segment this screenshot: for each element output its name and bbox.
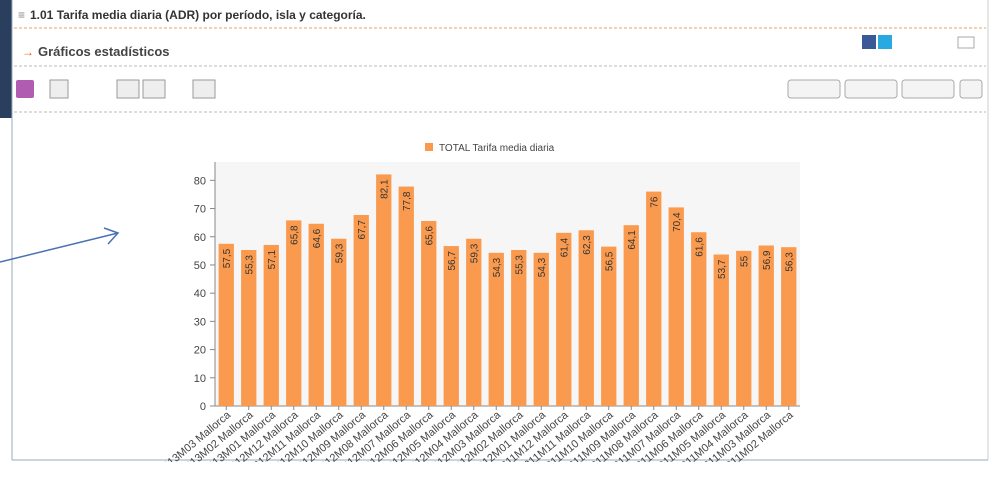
chart: 0 10 20 30 40 50 60 70 80 TOTAL Tarifa media diar… xyxy=(156,143,800,476)
bar xyxy=(646,192,661,406)
y-tick-label: 0 xyxy=(200,401,206,413)
bar xyxy=(309,224,324,406)
y-tick-label: 50 xyxy=(194,260,206,272)
value-label: 82,1 xyxy=(379,179,390,199)
section-title: Gráficos estadísticos xyxy=(38,44,170,59)
value-label: 56,9 xyxy=(762,250,773,270)
value-label: 62,3 xyxy=(582,235,593,255)
value-label: 65,6 xyxy=(424,226,435,246)
bar xyxy=(399,187,414,406)
value-label: 64,6 xyxy=(312,228,323,248)
bar xyxy=(376,174,391,406)
value-label: 76 xyxy=(649,196,660,208)
side-panel xyxy=(0,0,12,118)
value-label: 61,4 xyxy=(559,237,570,257)
value-label: 56,5 xyxy=(604,251,615,271)
twitter-button[interactable] xyxy=(878,35,892,49)
value-label: 65,8 xyxy=(289,225,300,245)
y-tick-label: 80 xyxy=(194,175,206,187)
bar xyxy=(624,225,639,406)
line-chart-button[interactable] xyxy=(143,80,165,98)
y-tick-label: 70 xyxy=(194,204,206,216)
page: ≡ 1.01 Tarifa media diaria (ADR) por per… xyxy=(0,0,995,488)
menu-icon: ≡ xyxy=(18,8,25,22)
swap-button[interactable] xyxy=(902,80,954,98)
value-label: 56,7 xyxy=(447,251,458,271)
y-tick-label: 20 xyxy=(194,345,206,357)
value-label: 56,3 xyxy=(784,252,795,272)
value-label: 54,3 xyxy=(492,257,503,277)
plot-area xyxy=(215,162,800,406)
value-label: 67,7 xyxy=(357,220,368,240)
arrow-icon: → xyxy=(22,45,34,59)
forward-button[interactable] xyxy=(788,80,840,98)
bar xyxy=(691,232,706,406)
value-label: 77,8 xyxy=(402,191,413,211)
value-label: 55,3 xyxy=(514,255,525,275)
value-label: 61,6 xyxy=(694,237,705,257)
value-label: 54,3 xyxy=(537,257,548,277)
table-button[interactable] xyxy=(50,80,68,98)
facebook-button[interactable] xyxy=(862,35,876,49)
legend-swatch xyxy=(425,143,433,151)
value-label: 59,3 xyxy=(334,243,345,263)
bar xyxy=(286,220,301,406)
y-tick-label: 40 xyxy=(194,288,206,300)
screen: ≡ 1.01 Tarifa media diaria (ADR) por per… xyxy=(0,0,995,488)
value-label: 64,1 xyxy=(627,230,638,250)
download-button[interactable] xyxy=(193,80,215,98)
bar xyxy=(556,233,571,406)
y-tick-label: 10 xyxy=(194,373,206,385)
bar xyxy=(669,207,684,406)
value-label: 57,5 xyxy=(222,248,233,268)
back-button[interactable] xyxy=(845,80,897,98)
value-label: 70,4 xyxy=(672,212,683,232)
bar xyxy=(579,230,594,406)
page-title: 1.01 Tarifa media diaria (ADR) por perío… xyxy=(30,8,366,22)
value-label: 55 xyxy=(739,255,750,267)
bar xyxy=(421,221,436,406)
legend-label: TOTAL Tarifa media diaria xyxy=(439,143,555,154)
info-button[interactable] xyxy=(16,80,34,98)
y-tick-label: 30 xyxy=(194,316,206,328)
value-label: 53,7 xyxy=(717,259,728,279)
value-label: 57,1 xyxy=(267,249,278,269)
value-label: 55,3 xyxy=(244,255,255,275)
bar-chart-button[interactable] xyxy=(117,80,139,98)
value-label: 59,3 xyxy=(469,243,480,263)
y-tick-label: 60 xyxy=(194,232,206,244)
bar xyxy=(736,251,751,406)
settings-button[interactable] xyxy=(960,80,982,98)
bar xyxy=(354,215,369,406)
